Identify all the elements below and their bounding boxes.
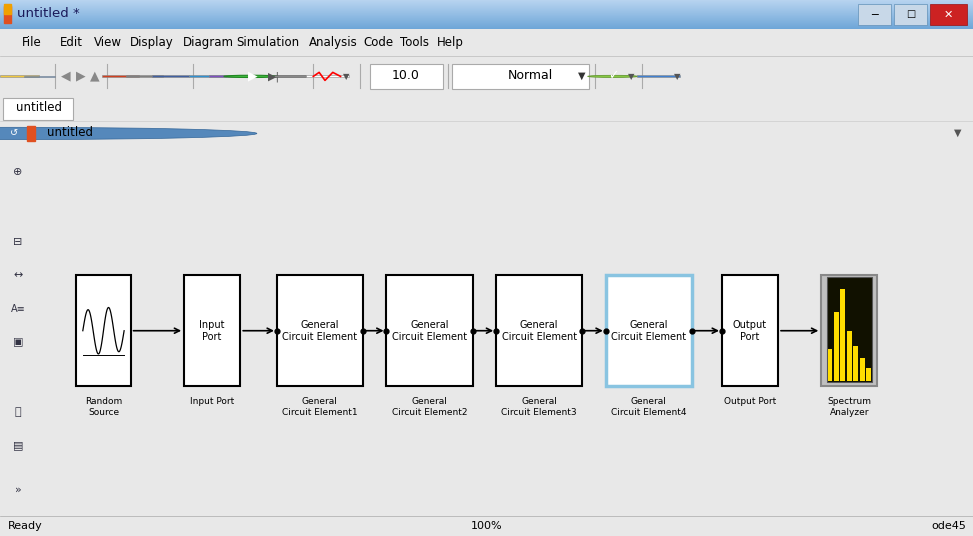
Text: General
Circuit Element2: General Circuit Element2 xyxy=(392,397,467,416)
Text: Edit: Edit xyxy=(60,36,84,49)
Bar xyxy=(274,76,306,77)
Text: ↺: ↺ xyxy=(10,128,18,138)
Bar xyxy=(209,76,246,77)
Text: ⊟: ⊟ xyxy=(14,237,22,247)
Text: ▼: ▼ xyxy=(674,72,680,81)
Text: ▣: ▣ xyxy=(13,337,23,347)
Text: Tools: Tools xyxy=(400,36,429,49)
Text: Analysis: Analysis xyxy=(308,36,357,49)
Text: ▲: ▲ xyxy=(90,70,99,83)
Text: General
Circuit Element1: General Circuit Element1 xyxy=(282,397,358,416)
Text: ─: ─ xyxy=(872,10,878,19)
Text: General
Circuit Element: General Circuit Element xyxy=(502,320,577,341)
Bar xyxy=(841,289,846,382)
Bar xyxy=(4,4,11,14)
Text: General
Circuit Element: General Circuit Element xyxy=(282,320,357,341)
Text: ⊕: ⊕ xyxy=(14,167,22,177)
Bar xyxy=(821,276,878,386)
Bar xyxy=(722,276,778,386)
Bar xyxy=(24,76,55,77)
Bar xyxy=(152,76,189,77)
Text: ▼: ▼ xyxy=(954,128,961,138)
Bar xyxy=(386,276,473,386)
Text: Input Port: Input Port xyxy=(190,397,234,406)
Text: ▼: ▼ xyxy=(343,72,349,81)
Text: ▶|: ▶| xyxy=(269,71,280,81)
Text: Diagram: Diagram xyxy=(183,36,234,49)
Text: Help: Help xyxy=(437,36,464,49)
Text: Spectrum
Analyzer: Spectrum Analyzer xyxy=(827,397,871,416)
Text: ▶: ▶ xyxy=(248,70,258,83)
Bar xyxy=(606,276,692,386)
Bar xyxy=(3,98,73,120)
Text: Display: Display xyxy=(129,36,173,49)
Bar xyxy=(126,76,163,77)
Text: ▼: ▼ xyxy=(629,72,634,81)
Text: A≡: A≡ xyxy=(11,303,25,314)
Text: ↔: ↔ xyxy=(14,270,22,280)
Bar xyxy=(452,64,589,90)
Text: Random
Source: Random Source xyxy=(85,397,122,416)
Text: General
Circuit Element: General Circuit Element xyxy=(392,320,467,341)
Text: Output
Port: Output Port xyxy=(733,320,767,341)
Bar xyxy=(102,76,139,77)
Bar xyxy=(828,349,833,382)
Bar xyxy=(858,4,891,25)
Bar xyxy=(4,6,11,23)
Text: ✕: ✕ xyxy=(944,10,954,19)
Bar xyxy=(276,276,363,386)
Text: ▤: ▤ xyxy=(13,441,23,450)
Bar xyxy=(847,331,851,382)
Circle shape xyxy=(224,75,278,78)
Bar xyxy=(0,76,39,77)
Bar xyxy=(866,368,871,382)
Text: Normal: Normal xyxy=(508,69,554,82)
Text: Output Port: Output Port xyxy=(724,397,776,406)
Bar xyxy=(637,76,680,77)
Text: General
Circuit Element3: General Circuit Element3 xyxy=(501,397,577,416)
Text: 100%: 100% xyxy=(471,521,502,531)
Bar xyxy=(827,278,872,383)
Text: ode45: ode45 xyxy=(931,521,966,531)
Bar xyxy=(370,64,443,90)
Text: Input
Port: Input Port xyxy=(199,320,225,341)
Bar xyxy=(894,4,927,25)
Text: untitled: untitled xyxy=(16,101,62,114)
Bar xyxy=(853,346,858,382)
Bar xyxy=(860,358,865,382)
Bar xyxy=(76,276,130,386)
Circle shape xyxy=(588,76,638,77)
Text: untitled *: untitled * xyxy=(17,8,79,20)
Text: Code: Code xyxy=(363,36,393,49)
Text: ◀: ◀ xyxy=(61,70,71,83)
Bar xyxy=(834,312,839,382)
Bar xyxy=(930,4,967,25)
Text: File: File xyxy=(21,36,41,49)
Bar xyxy=(189,76,226,77)
Text: ▼: ▼ xyxy=(578,71,586,80)
Text: General
Circuit Element4: General Circuit Element4 xyxy=(611,397,687,416)
Text: View: View xyxy=(94,36,123,49)
Text: ✓: ✓ xyxy=(608,69,618,82)
Text: 📷: 📷 xyxy=(15,407,21,417)
Text: General
Circuit Element: General Circuit Element xyxy=(611,320,686,341)
Circle shape xyxy=(0,133,27,134)
Text: Simulation: Simulation xyxy=(236,36,300,49)
Text: □: □ xyxy=(906,10,916,19)
Text: untitled: untitled xyxy=(47,126,92,139)
Text: Ready: Ready xyxy=(8,521,43,531)
Bar xyxy=(306,76,349,77)
Circle shape xyxy=(0,128,257,140)
Bar xyxy=(27,126,35,141)
Text: ▶: ▶ xyxy=(76,70,86,83)
Text: 10.0: 10.0 xyxy=(392,69,419,82)
Bar xyxy=(184,276,240,386)
Text: »: » xyxy=(15,485,21,495)
Bar xyxy=(496,276,582,386)
